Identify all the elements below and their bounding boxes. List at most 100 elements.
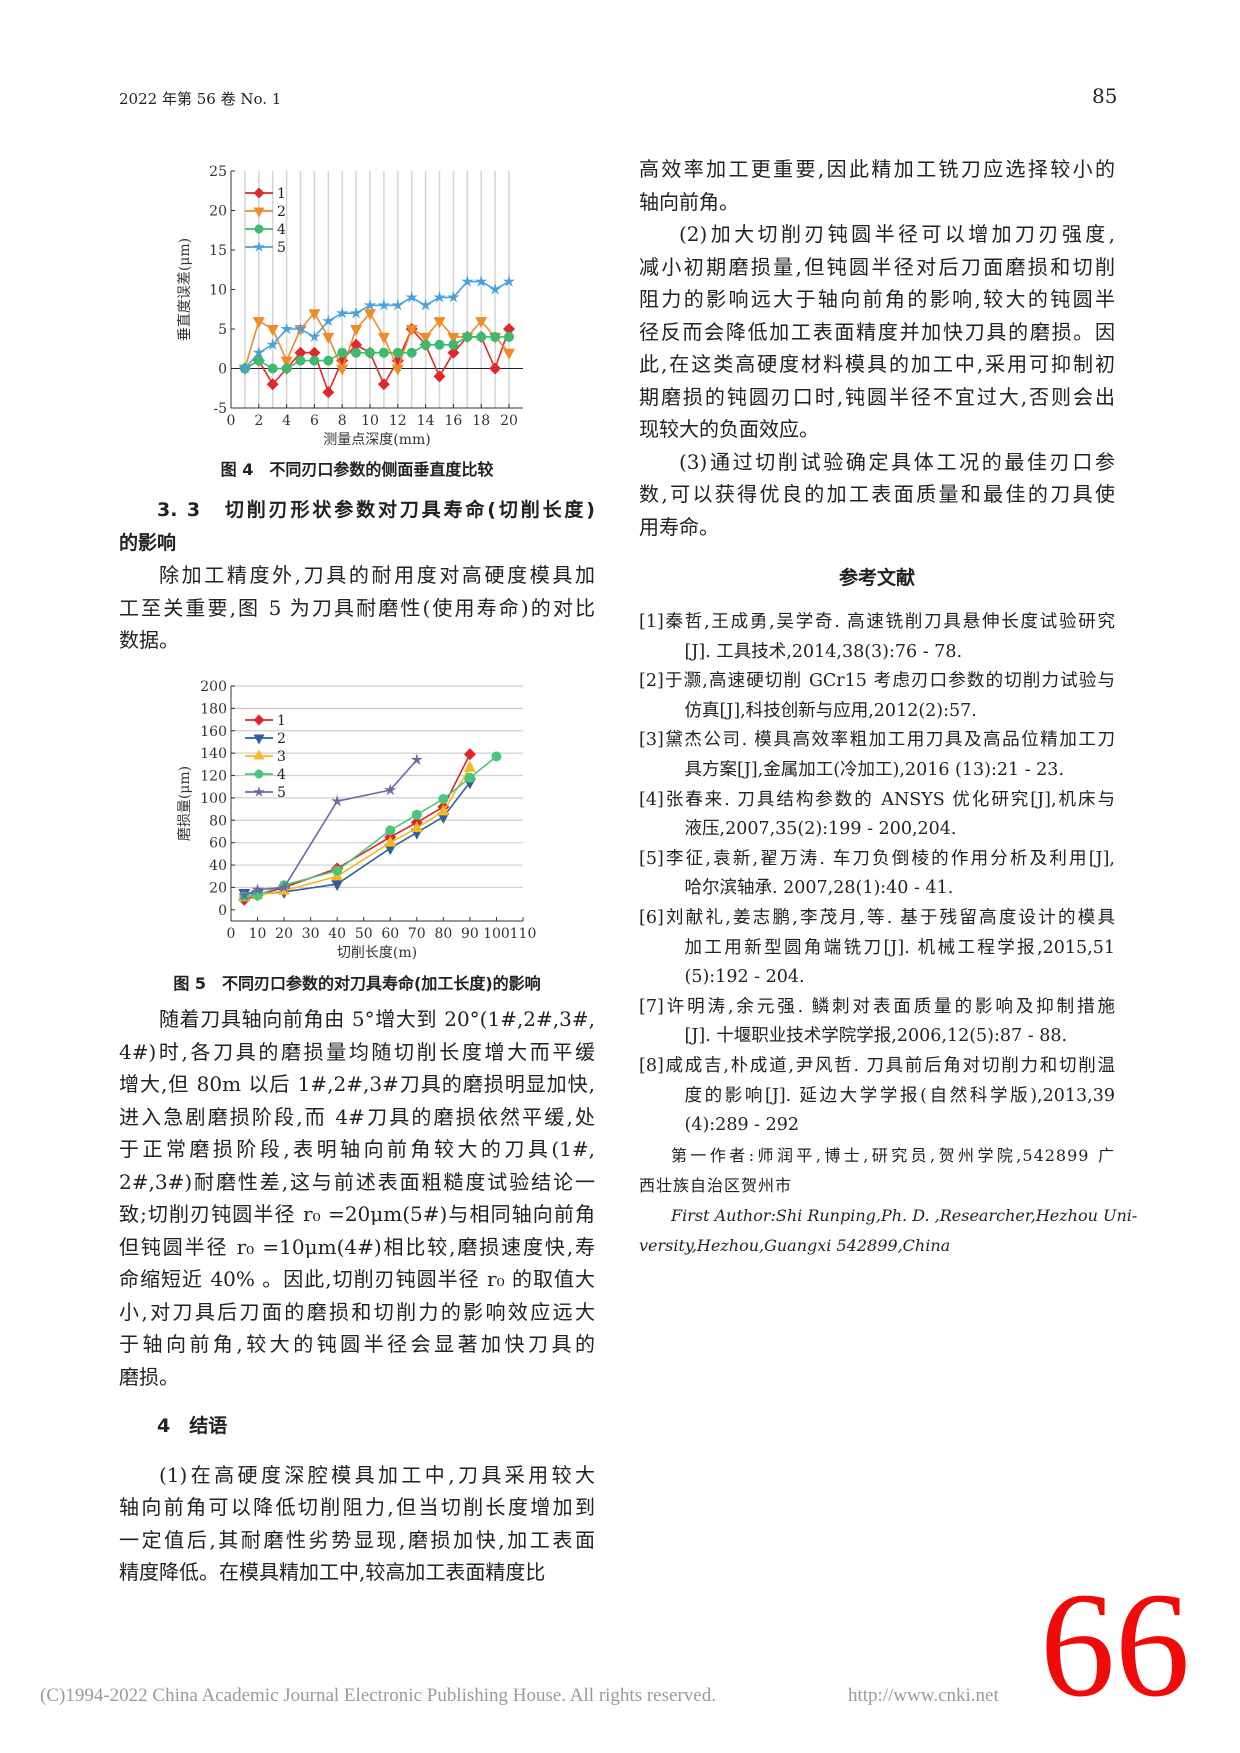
reference-line: 具方案[J],金属加工(冷加工),2016 (13):21 - 23.: [684, 759, 1065, 780]
data-point: [419, 332, 432, 344]
y-tick-label: 60: [209, 836, 227, 852]
data-point: [363, 298, 377, 311]
text-line: 于正常磨损阶段,表明轴向前角较大的刀具(1#,: [119, 1137, 595, 1161]
author-info: 第一作者:师润平,博士,研究员,贺州学院,542899 广西壮族自治区贺州市: [639, 1141, 1115, 1200]
reference-line: [5]李征,袁新,翟万涛. 车刀负倒棱的作用分析及利用[J],: [639, 848, 1115, 869]
data-point: [252, 346, 265, 358]
text-line: 期磨损的钝圆刃口时,钝圆半径不宜过大,否则会出: [639, 384, 1115, 409]
x-tick-label: 0: [227, 926, 236, 942]
fig5-caption: 图 5 不同刃口参数的对刀具寿命(加工长度)的影响: [173, 974, 541, 993]
paragraph: 除加工精度外,刀具的耐用度对高硬度模具加 工至关重要,图 5 为刀具耐磨性(使用寿…: [119, 559, 595, 657]
data-point: [336, 364, 349, 376]
section-3-3-title: 3. 3 切削刃形状参数对刀具寿命(切削长度): [157, 499, 595, 521]
data-point: [378, 347, 389, 358]
text-line: 数,可以获得优良的加工表面质量和最佳的刀具使: [639, 482, 1115, 506]
legend-marker: [253, 714, 265, 726]
data-point: [323, 355, 334, 366]
data-point: [476, 331, 487, 342]
data-point: [433, 317, 446, 329]
reference-item: [7]许明涛,余元强. 鳞刺对表面质量的影响及抑制措施 [J]. 十堰职业技术学院…: [639, 993, 1115, 1052]
reference-item: [6]刘献礼,姜志鹏,李茂月,等. 基于残留高度设计的模具 加工用新型圆角端铣刀[…: [639, 904, 1115, 993]
y-axis-label: 垂直度误差(μm): [176, 238, 193, 341]
data-point: [322, 332, 335, 344]
data-point: [503, 323, 515, 335]
reference-line: [3]黛杰公司. 模具高效率粗加工用刀具及高品位精加工刀: [639, 730, 1115, 751]
data-point: [337, 347, 348, 358]
data-point: [391, 298, 404, 311]
text-line: 于轴向前角,较大的钝圆半径会显著加快刀具的: [119, 1332, 595, 1356]
section-4-title: 4 结语: [157, 1415, 228, 1437]
x-tick-label: 20: [275, 926, 293, 942]
data-point: [447, 290, 460, 303]
data-point: [406, 347, 417, 358]
data-point: [504, 331, 514, 342]
y-tick-label: 0: [218, 362, 227, 378]
paragraph: First Author:Shi Runping,Ph. D. ,Researc…: [639, 1201, 1137, 1260]
legend-label: 1: [277, 186, 286, 202]
y-tick-label: 0: [218, 903, 227, 919]
legend-label: 2: [277, 204, 286, 220]
data-point: [365, 347, 375, 358]
text-line: 除加工精度外,刀具的耐用度对高硬度模具加: [159, 563, 595, 587]
reference-item: [1]秦哲,王成勇,吴学奇. 高速铣削刀具悬伸长度试验研究 [J]. 工具技术,2…: [639, 608, 1115, 667]
fig4-caption: 图 4 不同刃口参数的侧面垂直度比较: [220, 460, 494, 479]
cnki-link[interactable]: http://www.cnki.net: [848, 1685, 999, 1706]
data-point: [463, 760, 476, 772]
text-line: versity,Hezhou,Guangxi 542899,China: [639, 1235, 951, 1255]
data-point: [295, 355, 306, 366]
x-tick-label: 8: [338, 413, 347, 429]
legend-marker: [253, 749, 265, 760]
copyright-text: (C)1994-2022 China Academic Journal Elec…: [40, 1685, 716, 1706]
legend-marker: [254, 769, 264, 779]
reference-item: [5]李征,袁新,翟万涛. 车刀负倒棱的作用分析及利用[J], 哈尔滨轴承. 20…: [639, 845, 1115, 904]
text-line: 磨损。: [119, 1364, 179, 1389]
text-line: 阻力的影响远大于轴向前角的影响,较大的钝圆半: [639, 287, 1115, 311]
reference-line: 仿真[J],科技创新与应用,2012(2):57.: [684, 700, 977, 721]
x-tick-label: 16: [444, 413, 462, 429]
text-line: 随着刀具轴向前角由 5°增大到 20°(1#,2#,3#,: [159, 1007, 595, 1031]
data-point: [238, 362, 252, 374]
text-line: 命缩短近 40% 。因此,切削刃钝圆半径 r₀ 的取值大: [119, 1267, 595, 1291]
reference-line: [6]刘献礼,姜志鹏,李茂月,等. 基于残留高度设计的模具: [639, 907, 1115, 928]
reference-line: 哈尔滨轴承. 2007,28(1):40 - 41.: [684, 878, 954, 899]
data-point: [322, 314, 335, 327]
data-point: [350, 338, 363, 351]
paragraph: (2)加大切削刃钝圆半径可以增加刀刃强度, 减小初期磨损量,但钝圆半径对后刀面磨损…: [639, 218, 1115, 446]
legend-label: 2: [277, 731, 286, 747]
paragraph: (3)通过切削试验确定具体工况的最佳刃口参 数,可以获得优良的加工表面质量和最佳的…: [639, 446, 1115, 544]
data-point: [437, 804, 450, 816]
legend-marker: [253, 241, 265, 252]
text-line: 第一作者:师润平,博士,研究员,贺州学院,542899 广: [671, 1146, 1115, 1165]
x-tick-label: 90: [461, 926, 479, 942]
data-point: [294, 346, 307, 359]
reference-line: [J]. 工具技术,2014,38(3):76 - 78.: [684, 641, 963, 662]
text-line: 一定值后,其耐磨性劣势显现,磨损加快,加工表面: [119, 1527, 595, 1552]
data-point: [294, 322, 307, 335]
data-point: [488, 283, 502, 295]
data-point: [332, 865, 343, 876]
y-tick-label: 140: [200, 746, 227, 762]
y-tick-label: 15: [209, 243, 227, 259]
reference-line: [J]. 十堰职业技术学院学报,2006,12(5):87 - 88.: [684, 1026, 1068, 1047]
x-axis-label: 切削长度(m): [337, 945, 417, 961]
x-tick-label: 4: [282, 413, 291, 429]
text-line: 轴向前角。: [639, 189, 739, 214]
paragraph: 第一作者:师润平,博士,研究员,贺州学院,542899 广西壮族自治区贺州市: [639, 1141, 1115, 1200]
data-point: [377, 378, 390, 391]
x-tick-label: 14: [417, 413, 435, 429]
data-point: [238, 888, 251, 901]
legend-marker: [254, 224, 264, 234]
data-point: [309, 355, 320, 366]
data-point: [461, 275, 474, 287]
text-line: (2)加大切削刃钝圆半径可以增加刀刃强度,: [679, 222, 1115, 246]
data-point: [384, 844, 397, 856]
y-axis-label: 磨损量(μm): [177, 766, 193, 841]
text-line: 高效率加工更重要,因此精加工铣刀应选择较小的: [639, 157, 1115, 181]
data-point: [266, 325, 279, 336]
data-point: [447, 346, 460, 359]
author-info-en: First Author:Shi Runping,Ph. D. ,Researc…: [639, 1201, 1137, 1260]
data-point: [475, 275, 488, 287]
x-tick-label: 10: [361, 413, 379, 429]
data-point: [448, 339, 459, 350]
data-point: [336, 306, 349, 319]
